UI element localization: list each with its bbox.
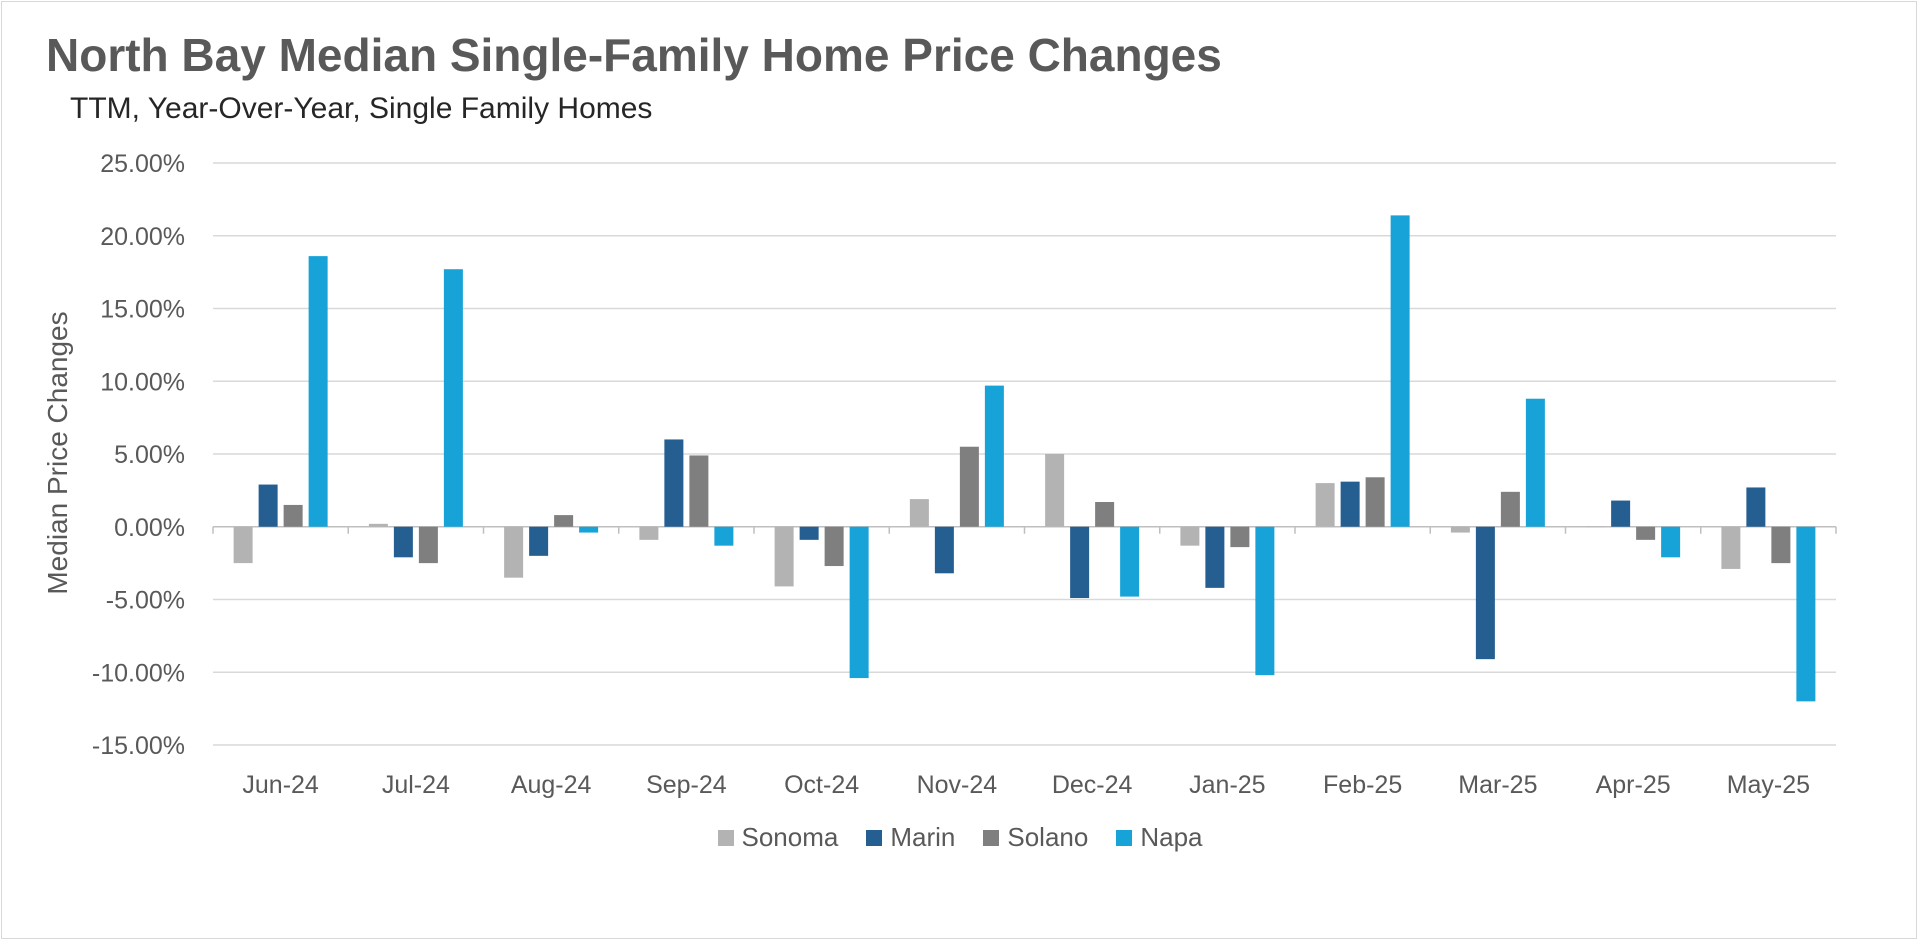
bar-marin-feb-25 [1340,481,1360,527]
x-tick-label: Mar-25 [1458,771,1537,799]
bar-napa-oct-24 [849,526,869,679]
bar-solano-apr-25 [1636,526,1656,540]
x-tick-label: Aug-24 [511,771,592,799]
bar-marin-jun-24 [258,484,278,527]
bar-solano-oct-24 [824,526,844,567]
x-tick-label: Sep-24 [646,771,727,799]
chart-title: North Bay Median Single-Family Home Pric… [46,29,1222,81]
x-tick-label: Dec-24 [1052,771,1133,799]
bar-napa-feb-25 [1390,215,1410,527]
bar-marin-dec-24 [1070,526,1090,599]
bar-solano-nov-24 [959,446,979,527]
x-tick-label: Apr-25 [1596,771,1671,799]
x-tick-label: Oct-24 [784,771,859,799]
legend-item-napa: Napa [1116,822,1202,853]
y-tick-label: 15.00% [100,296,185,324]
legend-swatch [717,829,734,846]
legend-label: Marin [890,822,956,852]
bar-marin-jul-24 [393,526,413,558]
bar-napa-nov-24 [984,385,1004,527]
bar-napa-jun-24 [308,256,328,527]
bar-napa-dec-24 [1120,526,1140,597]
bar-napa-may-25 [1796,526,1816,702]
y-tick-label: -10.00% [92,659,185,687]
x-tick-label: May-25 [1727,771,1810,799]
bar-napa-jan-25 [1255,526,1275,676]
x-tick-label: Jun-24 [242,771,319,799]
bar-solano-jun-24 [283,504,303,527]
y-tick-label: 25.00% [100,150,185,178]
bar-napa-jul-24 [443,269,463,527]
bar-sonoma-may-25 [1721,526,1741,569]
bar-solano-jul-24 [418,526,438,564]
bar-solano-dec-24 [1095,502,1115,527]
bar-marin-mar-25 [1475,526,1495,660]
legend-swatch [983,829,1000,846]
legend-label: Solano [1007,822,1089,852]
legend-label: Napa [1140,822,1203,852]
y-tick-label: 0.00% [114,514,185,542]
y-tick-label: 10.00% [100,368,185,396]
bar-sonoma-jan-25 [1180,526,1200,546]
legend-swatch [866,829,883,846]
bar-marin-sep-24 [664,439,684,527]
bar-marin-nov-24 [934,526,954,574]
y-tick-label: -15.00% [92,732,185,760]
bar-sonoma-feb-25 [1315,483,1335,527]
bar-solano-may-25 [1771,526,1791,564]
legend-label: Sonoma [741,822,839,852]
legend: Sonoma Marin Solano Napa [0,822,1920,853]
bar-sonoma-apr-25 [1586,526,1606,528]
y-tick-label: 5.00% [114,441,185,469]
bar-napa-apr-25 [1661,526,1681,558]
bar-marin-jan-25 [1205,526,1225,588]
bar-marin-apr-25 [1611,500,1631,527]
bar-marin-oct-24 [799,526,819,540]
bar-sonoma-oct-24 [774,526,794,587]
bar-solano-feb-25 [1365,477,1385,527]
chart-subtitle: TTM, Year-Over-Year, Single Family Homes [70,92,653,125]
bar-sonoma-aug-24 [504,526,524,578]
bar-sonoma-dec-24 [1045,454,1065,527]
bar-solano-jan-25 [1230,526,1250,548]
x-tick-label: Jul-24 [382,771,450,799]
bar-napa-sep-24 [714,526,734,546]
y-tick-label: 20.00% [100,223,185,251]
legend-item-solano: Solano [983,822,1088,853]
bar-napa-aug-24 [579,526,599,533]
x-tick-label: Feb-25 [1323,771,1402,799]
bar-marin-aug-24 [529,526,549,556]
bar-marin-may-25 [1746,487,1766,527]
bar-napa-mar-25 [1525,398,1545,527]
y-tick-label: -5.00% [106,587,185,615]
legend-swatch [1116,829,1133,846]
bar-solano-sep-24 [689,455,709,527]
bar-sonoma-jul-24 [368,523,388,527]
bar-sonoma-nov-24 [909,499,929,527]
bar-solano-mar-25 [1500,491,1520,527]
bar-sonoma-mar-25 [1450,526,1470,533]
legend-item-sonoma: Sonoma [717,822,839,853]
bar-sonoma-sep-24 [639,526,659,540]
x-tick-label: Nov-24 [917,771,998,799]
bar-solano-aug-24 [554,515,574,527]
legend-item-marin: Marin [866,822,955,853]
x-tick-label: Jan-25 [1189,771,1265,799]
bar-sonoma-jun-24 [233,526,253,564]
